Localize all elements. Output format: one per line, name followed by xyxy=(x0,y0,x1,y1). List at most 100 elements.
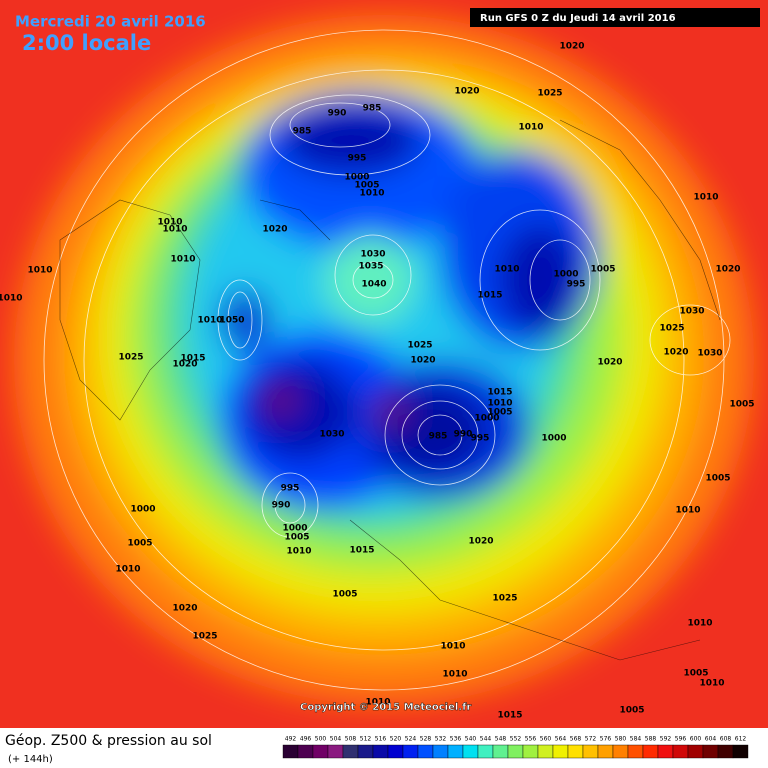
colorbar-label: 604 xyxy=(705,736,717,743)
isobar-label: 1010 xyxy=(359,189,384,199)
isobar-label: 1030 xyxy=(360,250,385,260)
isobar-label: 1020 xyxy=(172,360,197,370)
isobar-label: 1025 xyxy=(537,89,562,99)
height-field xyxy=(14,15,754,705)
colorbar-swatch xyxy=(417,744,434,759)
isobar-label: 1040 xyxy=(361,280,386,290)
isobar-label: 995 xyxy=(348,154,367,164)
isobar-label: 1030 xyxy=(697,349,722,359)
isobar-label: 985 xyxy=(363,104,382,114)
isobar-label: 1015 xyxy=(487,388,512,398)
colorbar-swatch xyxy=(387,744,404,759)
isobar-label: 1025 xyxy=(492,594,517,604)
copyright: Copyright © 2015 Meteociel.fr xyxy=(300,702,471,713)
colorbar-swatch xyxy=(312,744,329,759)
colorbar-label: 556 xyxy=(525,736,537,743)
coastlines xyxy=(59,119,721,661)
colorbar-label: 548 xyxy=(495,736,507,743)
colorbar-swatch xyxy=(327,744,344,759)
run-info: Run GFS 0 Z du Jeudi 14 avril 2016 xyxy=(480,13,676,24)
isobar-label: 1010 xyxy=(518,123,543,133)
colorbar-swatch xyxy=(687,744,704,759)
isobar-label: 1010 xyxy=(115,565,140,575)
isobar-label: 1015 xyxy=(349,546,374,556)
isobar-label: 1035 xyxy=(358,262,383,272)
colorbar-swatch xyxy=(732,744,749,759)
colorbar-swatch xyxy=(507,744,524,759)
isobar-label: 1030 xyxy=(679,307,704,317)
isobar-label: 1005 xyxy=(487,408,512,418)
colorbar-swatch xyxy=(477,744,494,759)
isobar-label: 1020 xyxy=(663,348,688,358)
colorbar-label: 520 xyxy=(390,736,402,743)
colorbar-swatch xyxy=(567,744,584,759)
isobar-label: 1020 xyxy=(468,537,493,547)
isobar-label: 1030 xyxy=(319,430,344,440)
colorbar-label: 612 xyxy=(735,736,747,743)
isobar-label: 1000 xyxy=(541,434,566,444)
colorbar-swatch xyxy=(717,744,734,759)
isobar-label: 995 xyxy=(471,434,490,444)
colorbar-swatch xyxy=(372,744,389,759)
colorbar-label: 580 xyxy=(615,736,627,743)
colorbar-swatch xyxy=(342,744,359,759)
isobar-label: 1010 xyxy=(170,255,195,265)
colorbar-label: 584 xyxy=(630,736,642,743)
colorbar-swatch xyxy=(297,744,314,759)
isobar-label: 1005 xyxy=(127,539,152,549)
isobar-label: 985 xyxy=(293,127,312,137)
colorbar-label: 508 xyxy=(345,736,357,743)
isobar-label: 1000 xyxy=(474,414,499,424)
isobar-label: 1010 xyxy=(197,316,222,326)
isobar-label: 1015 xyxy=(180,354,205,364)
isobar-label: 1000 xyxy=(282,524,307,534)
colorbar-label: 576 xyxy=(600,736,612,743)
isobar-label: 1010 xyxy=(487,399,512,409)
isobar-label: 1005 xyxy=(284,533,309,543)
isobar-label: 1010 xyxy=(442,670,467,680)
colorbar-label: 552 xyxy=(510,736,522,743)
colorbar-swatch xyxy=(462,744,479,759)
isobar-label: 1005 xyxy=(590,265,615,275)
isobar-label: 1050 xyxy=(219,316,244,326)
isobar-label: 1025 xyxy=(407,341,432,351)
colorbar-swatch xyxy=(702,744,719,759)
isobar-label: 1005 xyxy=(332,590,357,600)
isobar-label: 1010 xyxy=(440,642,465,652)
isobar-label: 1000 xyxy=(344,173,369,183)
footer: Géop. Z500 & pression au sol (+ 144h) 49… xyxy=(5,733,749,765)
isobar-label: 990 xyxy=(328,109,347,119)
isobar-label: 995 xyxy=(281,484,300,494)
colorbar-label: 572 xyxy=(585,736,597,743)
isobar-label: 1010 xyxy=(157,218,182,228)
forecast-lead: (+ 144h) xyxy=(8,754,53,765)
colorbar-label: 536 xyxy=(450,736,462,743)
colorbar-swatch xyxy=(597,744,614,759)
colorbar-swatch xyxy=(492,744,509,759)
isobar-label: 1010 xyxy=(699,679,724,689)
isobar-label: 1005 xyxy=(354,181,379,191)
isobar-label: 1010 xyxy=(365,698,390,708)
isobar-label: 1025 xyxy=(659,324,684,334)
isobar-label: 1015 xyxy=(497,711,522,721)
colorbar-label: 528 xyxy=(420,736,432,743)
colorbar-swatch xyxy=(612,744,629,759)
colorbar-label: 596 xyxy=(675,736,687,743)
isobar-label: 995 xyxy=(567,280,586,290)
isobars xyxy=(43,29,731,691)
isobar-label: 1020 xyxy=(597,358,622,368)
colorbar-swatch xyxy=(642,744,659,759)
colorbar-swatch xyxy=(522,744,539,759)
colorbar-label: 540 xyxy=(465,736,477,743)
isobar-label: 1010 xyxy=(162,225,187,235)
isobar-label: 1020 xyxy=(559,42,584,52)
colorbar-label: 588 xyxy=(645,736,657,743)
isobar-label: 990 xyxy=(272,501,291,511)
colorbar-label: 496 xyxy=(300,736,312,743)
colorbar-label: 560 xyxy=(540,736,552,743)
colorbar-label: 512 xyxy=(360,736,372,743)
isobar-label: 1005 xyxy=(683,669,708,679)
